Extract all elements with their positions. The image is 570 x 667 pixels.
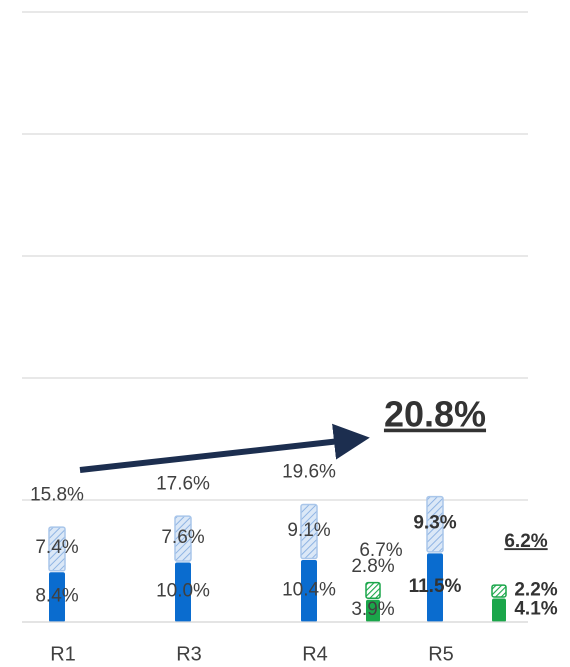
bar-segment-hatched xyxy=(48,526,66,572)
total-label: 19.6% xyxy=(282,461,336,482)
data-label: 7.6% xyxy=(161,527,204,548)
bar-segment-hatched xyxy=(365,581,381,599)
bar-segment xyxy=(492,598,506,622)
trend-arrow xyxy=(79,423,370,473)
total-label: 6.2% xyxy=(504,531,547,552)
x-tick-label: R3 xyxy=(176,643,202,665)
data-label: 10.4% xyxy=(282,579,336,600)
bar-segment-hatched xyxy=(426,495,444,553)
data-label: 3.9% xyxy=(351,599,394,620)
data-label: 11.5% xyxy=(409,576,462,597)
bar-segment-hatched xyxy=(300,503,318,560)
bar-segment xyxy=(175,562,191,622)
x-tick-label: R4 xyxy=(302,643,328,665)
bar-segment xyxy=(49,572,65,622)
data-label: 4.1% xyxy=(514,599,557,620)
bar-segment xyxy=(366,599,380,622)
data-label: 10.0% xyxy=(156,581,210,602)
data-label: 2.2% xyxy=(514,579,557,600)
total-label: 17.6% xyxy=(156,474,210,495)
bar-segment-hatched xyxy=(174,515,192,562)
x-tick-label: R1 xyxy=(50,643,76,665)
total-label-highlight: 20.8% xyxy=(384,394,486,435)
total-label: 6.7% xyxy=(359,540,402,561)
data-label: 9.3% xyxy=(413,513,456,534)
data-label: 8.4% xyxy=(35,585,78,606)
data-label: 9.1% xyxy=(287,520,330,541)
bar-segment-hatched xyxy=(491,584,507,598)
data-label: 7.4% xyxy=(35,537,78,558)
x-tick-label: R5 xyxy=(428,643,454,665)
bar-segment xyxy=(427,553,443,622)
bar-segment xyxy=(301,560,317,622)
data-label: 2.8% xyxy=(351,556,394,577)
total-label: 15.8% xyxy=(30,485,84,506)
